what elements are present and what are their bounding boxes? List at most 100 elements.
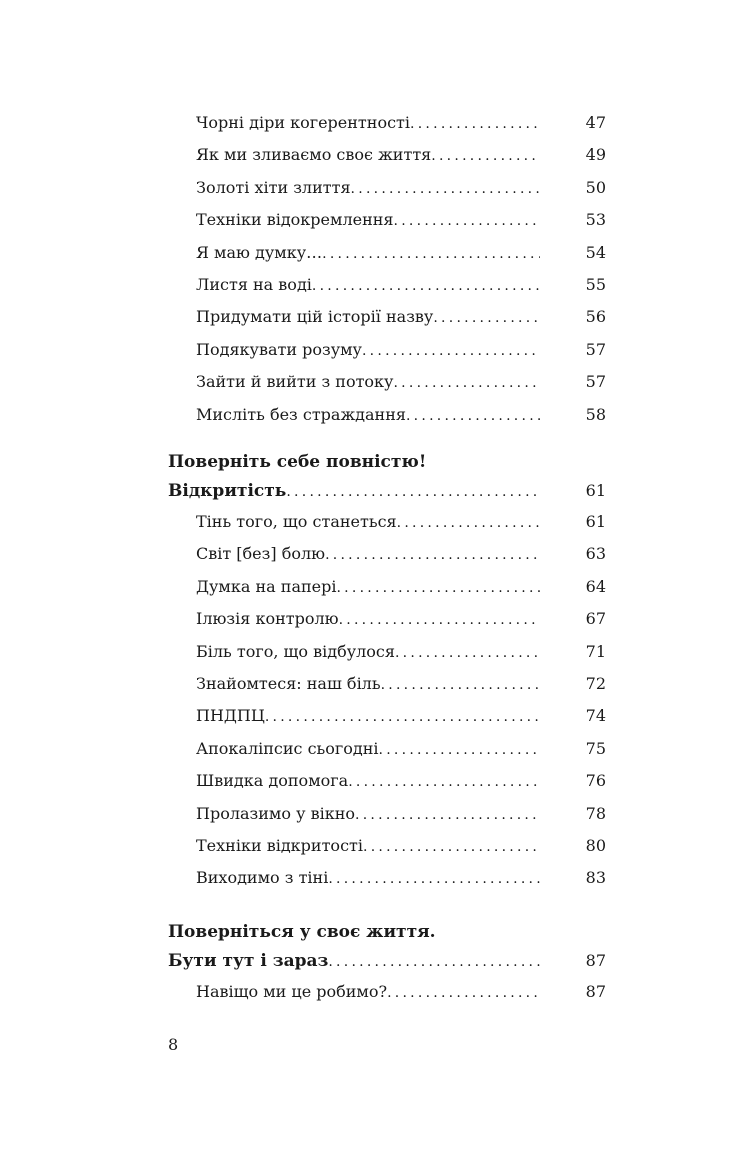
dot-leader (433, 306, 539, 330)
entry-page: 71 (585, 641, 606, 661)
toc-entry: Золоті хіти злиття 50 (196, 176, 606, 200)
toc-entry: Чорні діри когерентності 47 (196, 111, 606, 135)
entry-title: Тінь того, що станеться (196, 512, 397, 531)
dot-leader (395, 641, 540, 665)
page-number: 8 (168, 1035, 179, 1054)
entry-title: Подякувати розуму (196, 339, 362, 359)
entry-page: 49 (585, 145, 606, 165)
entry-page: 61 (585, 512, 606, 531)
entry-page: 87 (585, 950, 606, 970)
entry-page: 54 (585, 242, 606, 262)
entry-title: Листя на воді (196, 275, 312, 294)
entry-page: 61 (585, 480, 606, 500)
entry-page: 78 (585, 803, 606, 823)
entry-title: Техніки відокремлення (196, 210, 394, 230)
toc-entry: Пролазимо у вікно 78 (196, 802, 606, 826)
entry-title: Золоті хіти злиття (196, 177, 351, 197)
entry-page: 64 (585, 576, 606, 596)
entry-title: Поверніть себе повністю! (168, 452, 427, 472)
entry-title: Навіщо ми це робимо? (196, 982, 388, 1001)
entry-page: 80 (585, 836, 606, 855)
entry-page: 55 (585, 275, 606, 294)
toc-entry: Придумати цій історії назву 56 (196, 305, 606, 329)
entry-page: 50 (585, 177, 606, 197)
dot-leader (336, 576, 539, 600)
entry-title: Виходимо з тіні (196, 868, 329, 888)
entry-title: Бути тут і зараз (168, 950, 329, 971)
dot-leader (379, 738, 540, 762)
toc-entry: Як ми зливаємо своє життя 49 (196, 143, 606, 167)
entry-page: 67 (585, 609, 606, 629)
dot-leader (325, 543, 540, 567)
entry-page: 74 (585, 706, 606, 726)
toc-entry: Виходимо з тіні 83 (196, 866, 606, 890)
entry-title: Ілюзія контролю (196, 609, 339, 629)
entry-page: 75 (585, 738, 606, 758)
dot-leader (397, 511, 540, 535)
toc-entry: Світ [без] болю 63 (196, 542, 606, 566)
toc-entry: Техніки відкритості 80 (196, 834, 606, 858)
entry-title: Мисліть без страждання (196, 404, 406, 424)
dot-leader (328, 867, 539, 891)
toc-entry: Біль того, що відбулося 71 (196, 640, 606, 664)
entry-title: Як ми зливаємо своє життя (196, 145, 432, 165)
toc-entry: ПНДПЦ 74 (196, 704, 606, 728)
entry-page: 76 (585, 771, 606, 791)
dot-leader (387, 981, 540, 1005)
dot-leader (410, 112, 540, 136)
entry-page: 63 (585, 544, 606, 564)
dot-leader (355, 803, 540, 827)
toc-entry: Навіщо ми це робимо? 87 (196, 980, 606, 1004)
dot-leader (381, 673, 540, 697)
dot-leader (362, 339, 540, 363)
entry-title: Світ [без] болю (196, 544, 326, 564)
entry-title: Пролазимо у вікно (196, 803, 356, 823)
toc-entry: Техніки відокремлення 53 (196, 208, 606, 232)
dot-leader (393, 371, 539, 395)
entry-title: Думка на папері (196, 576, 337, 596)
entry-page: 87 (585, 982, 606, 1001)
toc-entry: Думка на папері 64 (196, 575, 606, 599)
entry-title: Біль того, що відбулося (196, 641, 395, 661)
entry-title: ПНДПЦ (196, 706, 265, 726)
section-heading: Поверніть себе повністю! (168, 450, 606, 474)
toc-entry: Листя на воді 55 (196, 273, 606, 297)
entry-page: 47 (585, 113, 606, 132)
toc-entry: Я маю думку… 54 (196, 241, 606, 265)
entry-title: Зайти й вийти з потоку (196, 372, 394, 392)
entry-title: Я маю думку… (196, 242, 323, 262)
entry-title: Чорні діри когерентності (196, 113, 411, 132)
entry-page: 83 (585, 868, 606, 888)
dot-leader (351, 177, 540, 201)
entry-title: Придумати цій історії назву (196, 307, 434, 327)
dot-leader (348, 770, 539, 794)
entry-title: Поверніться у своє життя. (168, 922, 436, 942)
dot-leader (328, 950, 539, 974)
entry-title: Апокаліпсис сьогодні (196, 738, 379, 758)
entry-title: Відкритість (168, 480, 287, 501)
dot-leader (431, 144, 539, 168)
entry-title: Знайомтеся: наш біль (196, 674, 381, 693)
dot-leader (339, 608, 540, 632)
dot-leader (394, 209, 540, 233)
entry-page: 53 (585, 210, 606, 230)
entry-page: 57 (585, 339, 606, 359)
toc-entry: Ілюзія контролю 67 (196, 607, 606, 631)
entry-page: 72 (585, 674, 606, 693)
toc-entry: Швидка допомога 76 (196, 769, 606, 793)
entry-page: 56 (585, 307, 606, 327)
dot-leader (312, 274, 540, 298)
section-heading: Відкритість 61 (168, 479, 606, 503)
dot-leader (363, 835, 540, 859)
toc-entry: Тінь того, що станеться 61 (196, 510, 606, 534)
dot-leader (322, 242, 540, 266)
dot-leader (406, 404, 540, 428)
dot-leader (265, 705, 540, 729)
section-heading: Поверніться у своє життя. (168, 920, 606, 944)
entry-page: 57 (585, 372, 606, 392)
toc-entry: Знайомтеся: наш біль 72 (196, 672, 606, 696)
dot-leader (286, 480, 539, 504)
toc-entry: Подякувати розуму 57 (196, 338, 606, 362)
entry-title: Техніки відкритості (196, 836, 363, 855)
toc-entry: Апокаліпсис сьогодні 75 (196, 737, 606, 761)
